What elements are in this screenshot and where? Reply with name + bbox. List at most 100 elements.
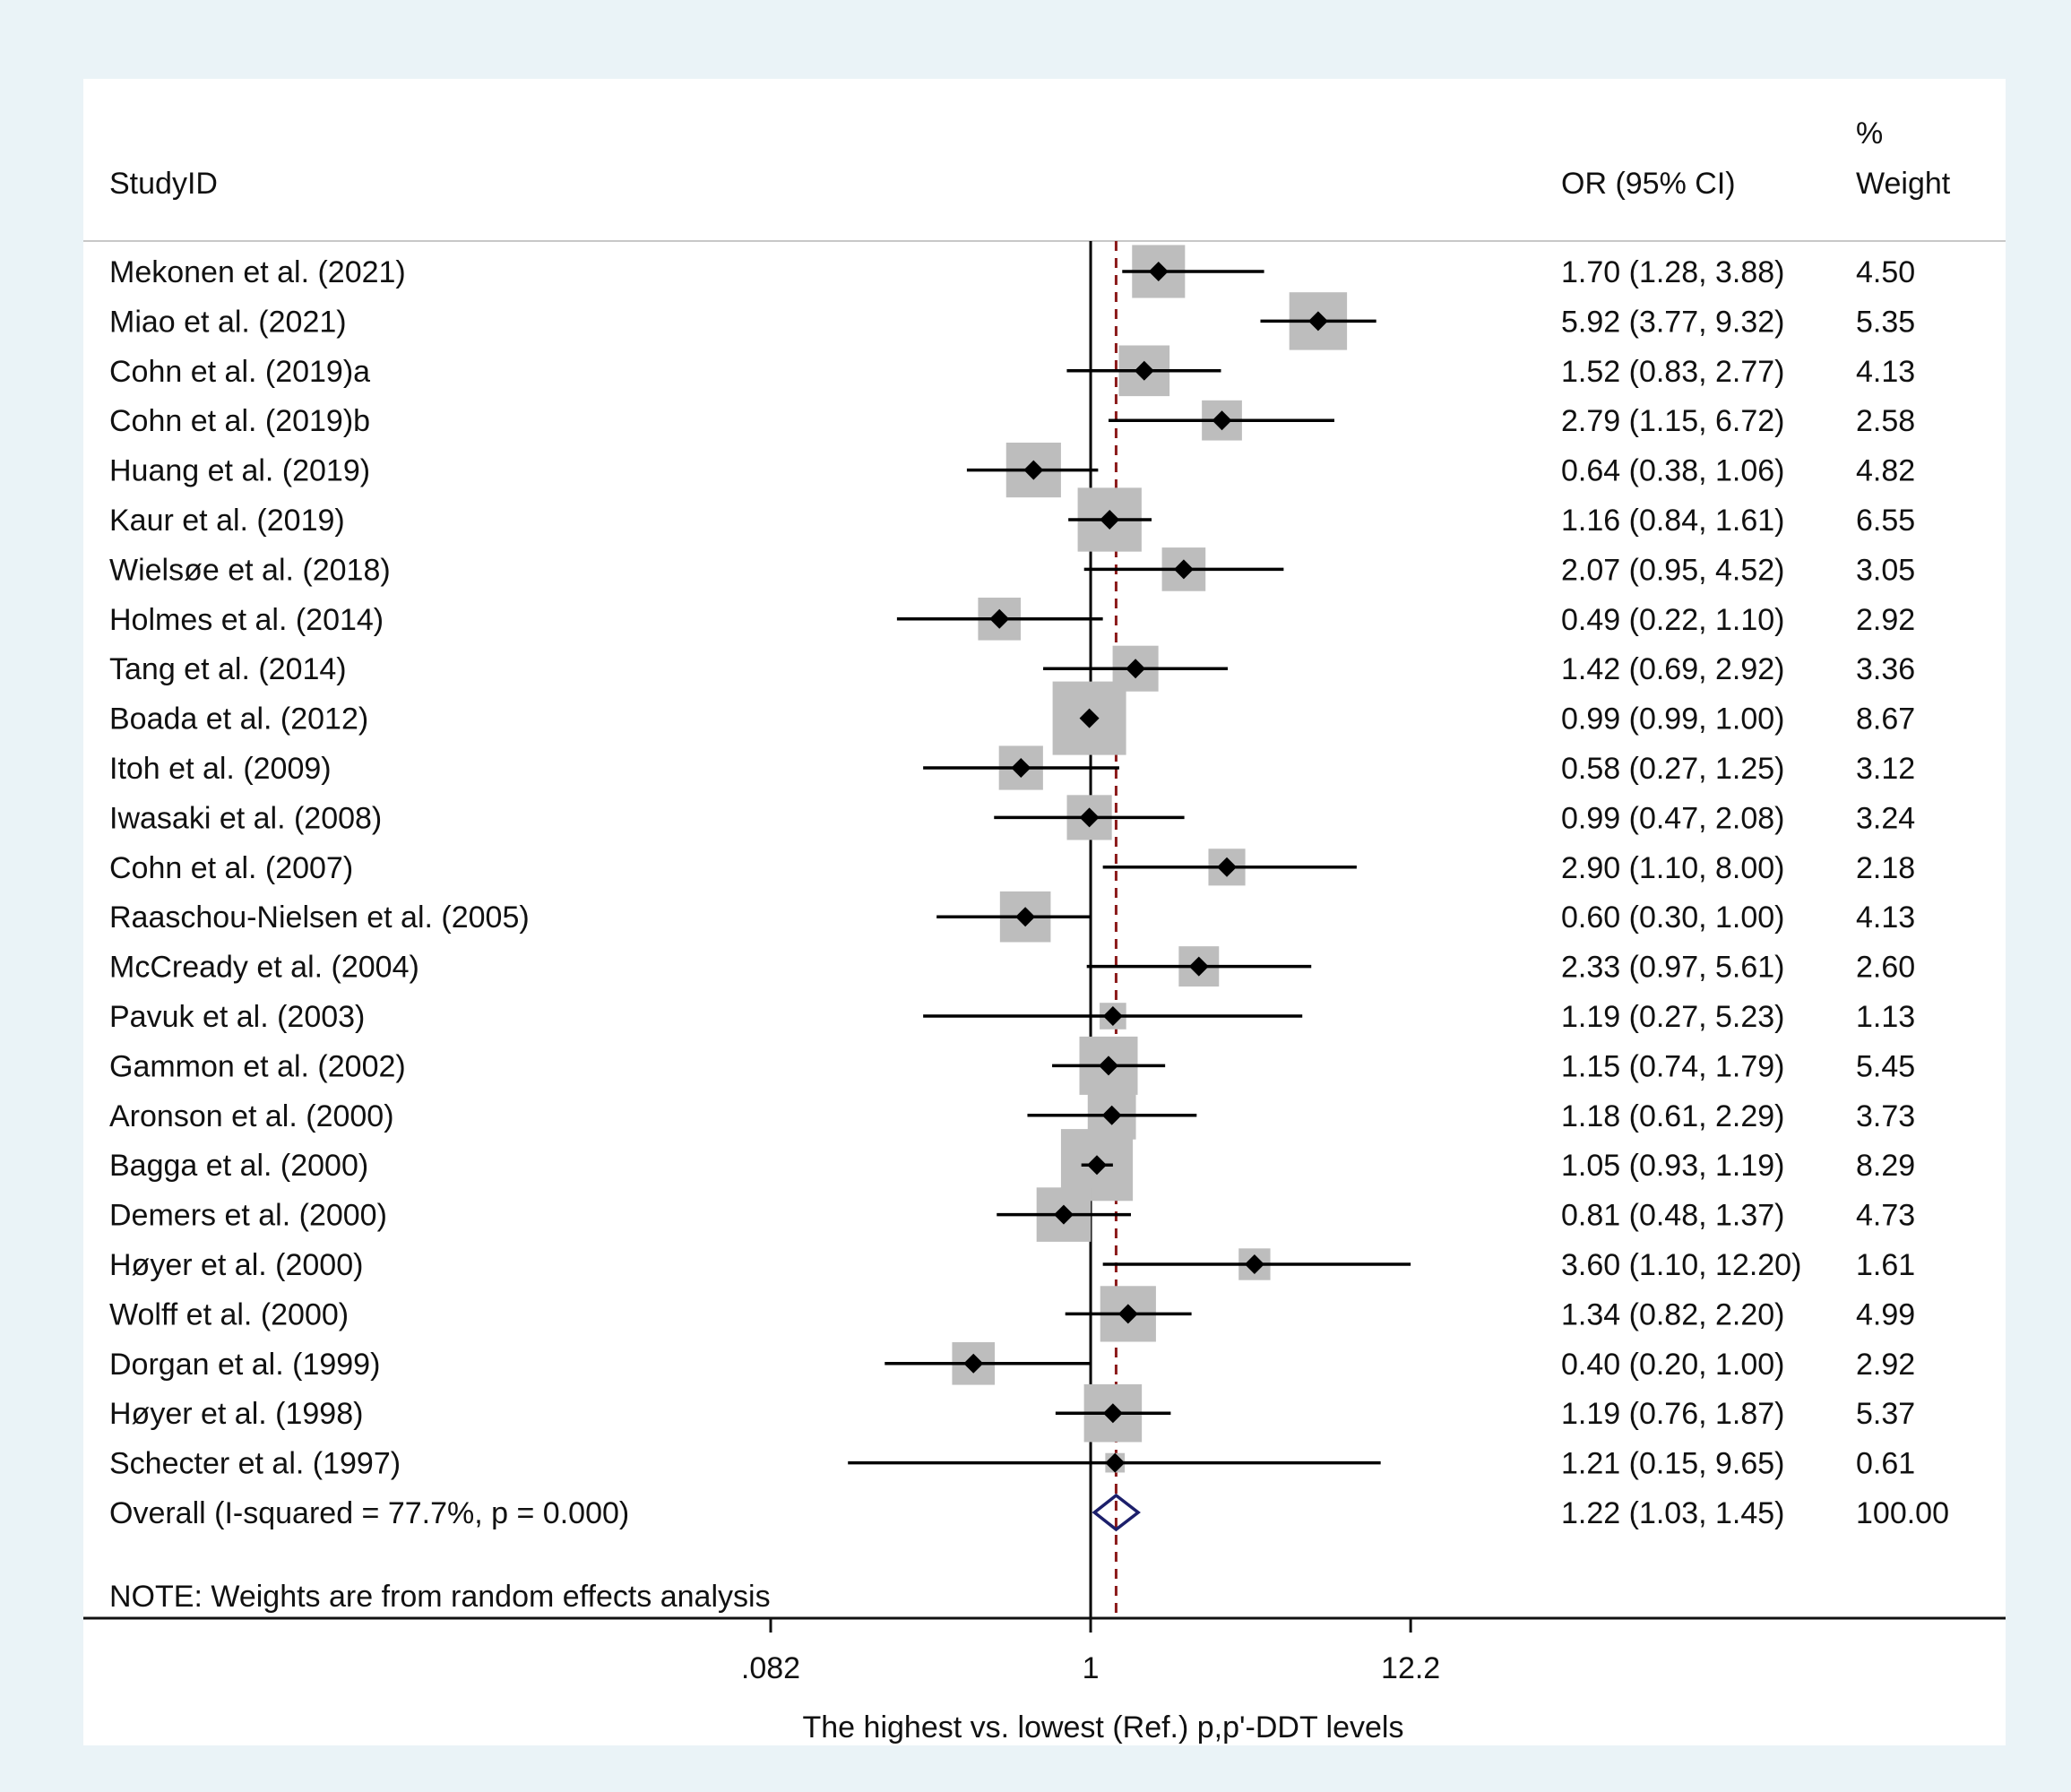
study-row: Wielsøe et al. (2018) 2.07 (0.95, 4.52) 3.… (109, 547, 1915, 591)
study-name: Dorgan et al. (1999) (109, 1348, 380, 1382)
or-ci-value: 1.21 (0.15, 9.65) (1561, 1447, 1785, 1481)
study-row: Iwasaki et al. (2008) 0.99 (0.47, 2.08) 3.… (109, 795, 1915, 840)
or-ci-value: 1.19 (0.76, 1.87) (1561, 1397, 1785, 1431)
study-name: Raaschou-Nielsen et al. (2005) (109, 900, 530, 935)
study-row: McCready et al. (2004) 2.33 (0.97, 5.61) 2… (109, 946, 1915, 987)
study-name: Cohn et al. (2019)b (109, 404, 370, 438)
point-estimate (1087, 1155, 1108, 1176)
or-ci-value: 2.90 (1.10, 8.00) (1561, 851, 1785, 885)
point-estimate (1023, 460, 1044, 480)
point-estimate (1134, 360, 1154, 381)
study-row: Miao et al. (2021) 5.92 (3.77, 9.32) 5.35 (109, 292, 1915, 350)
weight-value: 3.05 (1856, 553, 1915, 587)
or-ci-value: 0.81 (0.48, 1.37) (1561, 1199, 1785, 1233)
point-estimate (1148, 262, 1169, 281)
point-estimate (1126, 659, 1146, 679)
point-estimate (1244, 1254, 1264, 1274)
study-name: Huang et al. (2019) (109, 454, 370, 488)
study-name: Bagga et al. (2000) (109, 1149, 368, 1183)
or-ci-value: 2.07 (0.95, 4.52) (1561, 553, 1785, 587)
study-row: Tang et al. (2014) 1.42 (0.69, 2.92) 3.36 (109, 645, 1915, 692)
or-ci-value: 3.60 (1.10, 12.20) (1561, 1248, 1801, 1282)
or-ci-value: 2.33 (0.97, 5.61) (1561, 951, 1785, 985)
weight-value: 3.73 (1856, 1099, 1915, 1133)
or-ci-value: 1.15 (0.74, 1.79) (1561, 1049, 1785, 1083)
weight-percent-header: % (1856, 116, 1883, 151)
or-ci-value: 0.64 (0.38, 1.06) (1561, 454, 1785, 488)
weight-value: 1.13 (1856, 1000, 1915, 1034)
study-row: Gammon et al. (2002) 1.15 (0.74, 1.79) 5.4… (109, 1036, 1915, 1095)
study-row: Kaur et al. (2019) 1.16 (0.84, 1.61) 6.55 (109, 487, 1915, 552)
study-row: Dorgan et al. (1999) 0.40 (0.20, 1.00) 2.9… (109, 1342, 1915, 1385)
weight-value: 4.13 (1856, 900, 1915, 935)
or-ci-value: 0.99 (0.99, 1.00) (1561, 702, 1785, 737)
or-ci-value: 0.40 (0.20, 1.00) (1561, 1348, 1785, 1382)
study-name: Schecter et al. (1997) (109, 1447, 401, 1481)
study-row: Holmes et al. (2014) 0.49 (0.22, 1.10) 2.9… (109, 598, 1915, 641)
or-ci-value: 2.79 (1.15, 6.72) (1561, 404, 1785, 438)
study-name: Høyer et al. (1998) (109, 1397, 363, 1431)
or-ci-value: 0.60 (0.30, 1.00) (1561, 900, 1785, 935)
study-name: Demers et al. (2000) (109, 1199, 387, 1233)
point-estimate (1102, 1006, 1123, 1026)
weight-value: 4.13 (1856, 355, 1915, 389)
study-row: Itoh et al. (2009) 0.58 (0.27, 1.25) 3.12 (109, 745, 1915, 790)
study-name: Tang et al. (2014) (109, 652, 347, 686)
study-row: Raaschou-Nielsen et al. (2005) 0.60 (0.30… (109, 891, 1915, 943)
point-estimate (1053, 1204, 1074, 1225)
point-estimate (1307, 311, 1328, 332)
point-estimate (1102, 1403, 1123, 1424)
study-row: Cohn et al. (2019)a 1.52 (0.83, 2.77) 4.13 (109, 345, 1915, 397)
weight-value: 2.92 (1856, 1348, 1915, 1382)
forest-plot: % StudyID OR (95% CI) Weight Mekonen et … (83, 116, 2006, 1745)
study-row: Huang et al. (2019) 0.64 (0.38, 1.06) 4.82 (109, 443, 1915, 498)
study-name: Miao et al. (2021) (109, 305, 347, 339)
study-name: Gammon et al. (2002) (109, 1049, 406, 1083)
or-ci-value: 1.16 (0.84, 1.61) (1561, 504, 1785, 538)
study-name: McCready et al. (2004) (109, 951, 419, 985)
point-estimate (1117, 1304, 1138, 1324)
study-row: Pavuk et al. (2003) 1.19 (0.27, 5.23) 1.13 (109, 1000, 1915, 1034)
point-estimate (1212, 410, 1232, 431)
study-row: Cohn et al. (2007) 2.90 (1.10, 8.00) 2.18 (109, 849, 1915, 886)
study-row: Demers et al. (2000) 0.81 (0.48, 1.37) 4.7… (109, 1187, 1915, 1242)
point-estimate (1173, 559, 1194, 580)
weight-value: 3.24 (1856, 801, 1915, 835)
or-ci-value: 1.18 (0.61, 2.29) (1561, 1099, 1785, 1133)
study-row: Mekonen et al. (2021) 1.70 (1.28, 3.88) 4.… (109, 245, 1915, 298)
weight-value: 5.45 (1856, 1049, 1915, 1083)
or-ci-value: 1.05 (0.93, 1.19) (1561, 1149, 1785, 1183)
weight-value: 2.58 (1856, 404, 1915, 438)
x-axis-label: The highest vs. lowest (Ref.) p,p'-DDT l… (803, 1710, 1404, 1745)
weight-value: 5.35 (1856, 305, 1915, 339)
study-name: Aronson et al. (2000) (109, 1099, 394, 1133)
study-name: Wielsøe et al. (2018) (109, 553, 391, 587)
weight-value: 4.82 (1856, 454, 1915, 488)
study-row: Schecter et al. (1997) 1.21 (0.15, 9.65) 0… (109, 1447, 1915, 1481)
study-name: Kaur et al. (2019) (109, 504, 345, 538)
point-estimate (1098, 1055, 1118, 1076)
point-estimate (1015, 907, 1036, 927)
or-ci-value: 0.49 (0.22, 1.10) (1561, 603, 1785, 637)
weight-value: 0.61 (1856, 1447, 1915, 1481)
overall-diamond (1092, 1493, 1141, 1532)
point-estimate (1101, 1105, 1122, 1125)
weight-value: 2.92 (1856, 603, 1915, 637)
or-ci-value: 1.70 (1.28, 3.88) (1561, 255, 1785, 289)
point-estimate (1188, 956, 1209, 977)
study-row: Wolff et al. (2000) 1.34 (0.82, 2.20) 4.99 (109, 1286, 1915, 1342)
study-name: Boada et al. (2012) (109, 702, 368, 737)
weight-value: 6.55 (1856, 504, 1915, 538)
point-estimate (1100, 510, 1120, 530)
point-estimate (963, 1353, 984, 1374)
forest-plot-panel: % StudyID OR (95% CI) Weight Mekonen et … (83, 79, 2006, 1745)
study-name: Pavuk et al. (2003) (109, 1000, 365, 1034)
weight-value: 2.18 (1856, 851, 1915, 885)
x-tick-label: 12.2 (1381, 1651, 1440, 1685)
or-ci-value: 5.92 (3.77, 9.32) (1561, 305, 1785, 339)
weight-value: 1.61 (1856, 1248, 1915, 1282)
weight-value: 3.12 (1856, 752, 1915, 786)
or-ci-header: OR (95% CI) (1561, 167, 1736, 201)
study-name: Cohn et al. (2019)a (109, 355, 370, 389)
study-name: Cohn et al. (2007) (109, 851, 353, 885)
